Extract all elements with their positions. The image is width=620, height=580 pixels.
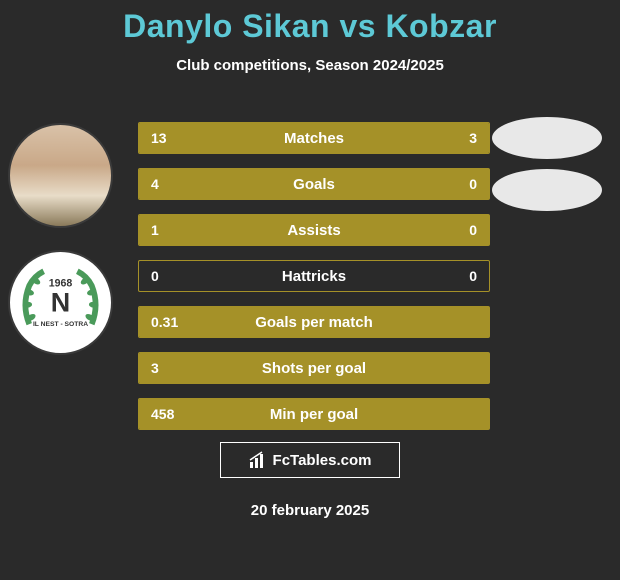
player-left-club-logo: 1968 N IL NEST - SOTRA xyxy=(8,250,113,355)
stat-row: 1Assists0 xyxy=(138,214,490,246)
stat-label: Hattricks xyxy=(139,268,489,285)
stat-value-right: 0 xyxy=(469,222,477,238)
footer-date: 20 february 2025 xyxy=(0,502,620,519)
player-right-club-logo xyxy=(492,169,602,211)
brand-badge: FcTables.com xyxy=(220,442,400,478)
stat-label: Goals xyxy=(139,176,489,193)
club-text: IL NEST - SOTRA xyxy=(33,321,88,328)
stat-label: Assists xyxy=(139,222,489,239)
stat-row: 0.31Goals per match xyxy=(138,306,490,338)
club-letter: N xyxy=(51,288,70,318)
stat-row: 4Goals0 xyxy=(138,168,490,200)
page-title: Danylo Sikan vs Kobzar xyxy=(0,0,620,45)
stat-row: 13Matches3 xyxy=(138,122,490,154)
stats-bars: 13Matches34Goals01Assists00Hattricks00.3… xyxy=(138,122,490,444)
stat-row: 3Shots per goal xyxy=(138,352,490,384)
stat-row: 0Hattricks0 xyxy=(138,260,490,292)
brand-chart-icon xyxy=(249,451,267,469)
stat-value-right: 3 xyxy=(469,130,477,146)
stat-value-right: 0 xyxy=(469,176,477,192)
stat-label: Shots per goal xyxy=(139,360,489,377)
brand-text: FcTables.com xyxy=(273,452,372,469)
stat-label: Goals per match xyxy=(139,314,489,331)
stat-row: 458Min per goal xyxy=(138,398,490,430)
player-right-avatar xyxy=(492,117,602,159)
page-subtitle: Club competitions, Season 2024/2025 xyxy=(0,57,620,74)
player-left-avatar xyxy=(8,123,113,228)
stat-label: Matches xyxy=(139,130,489,147)
stat-value-right: 0 xyxy=(469,268,477,284)
stat-label: Min per goal xyxy=(139,406,489,423)
